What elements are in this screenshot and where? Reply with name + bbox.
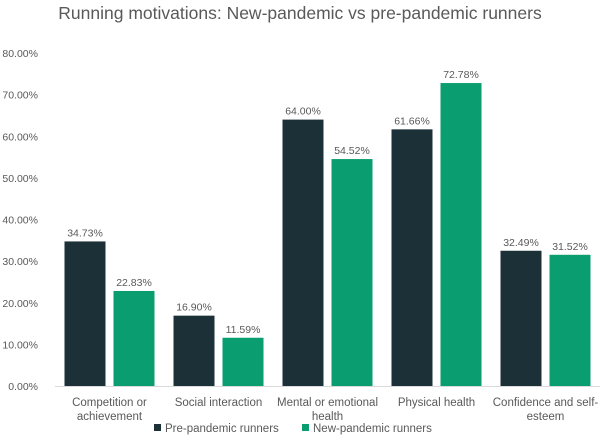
y-tick-label: 30.00%: [2, 256, 38, 268]
bar-pre-pandemic: [64, 241, 106, 386]
x-tick-label: Mental or emotional health: [277, 397, 378, 423]
bar-pre-pandemic: [173, 315, 215, 386]
y-tick-label: 60.00%: [2, 131, 38, 143]
bar-data-label: 22.83%: [116, 277, 152, 289]
bar-data-label: 34.73%: [67, 227, 103, 239]
x-tick-label: Confidence and self-esteem: [493, 397, 599, 423]
legend-swatch: [154, 424, 161, 431]
legend-label: New-pandemic runners: [313, 423, 432, 435]
bar-data-label: 54.52%: [334, 145, 370, 157]
y-tick-label: 50.00%: [2, 173, 38, 185]
bar-data-label: 16.90%: [176, 302, 212, 314]
bar-new-pandemic: [331, 159, 373, 386]
legend: Pre-pandemic runners New-pandemic runners: [154, 423, 432, 435]
y-tick-label: 70.00%: [2, 90, 38, 102]
legend-swatch: [302, 424, 309, 431]
y-tick-label: 80.00%: [2, 48, 38, 60]
y-tick-label: 20.00%: [2, 298, 38, 310]
x-tick-label: Physical health: [398, 397, 475, 409]
bar-new-pandemic: [222, 337, 264, 386]
bar-data-label: 61.66%: [394, 115, 430, 127]
bar-data-label: 11.59%: [226, 324, 261, 336]
bar-new-pandemic: [549, 254, 591, 386]
y-tick-label: 10.00%: [2, 339, 38, 351]
y-tick-label: 40.00%: [2, 215, 38, 227]
bar-data-label: 31.52%: [552, 241, 588, 253]
bar-data-label: 72.78%: [443, 69, 479, 81]
bar-data-label: 32.49%: [503, 237, 539, 249]
bar-pre-pandemic: [500, 250, 542, 386]
bar-data-label: 64.00%: [285, 106, 321, 118]
data-labels-group: 34.73% 22.83% 16.90% 11.59% 64.00% 54.52% 61.6…: [67, 69, 588, 336]
bar-pre-pandemic: [282, 119, 324, 386]
bar-new-pandemic: [113, 290, 155, 386]
x-tick-label: Competition or achievement: [72, 397, 147, 423]
bars-group: [64, 83, 591, 386]
chart-title: Running motivations: New-pandemic vs pre…: [58, 3, 542, 23]
legend-label: Pre-pandemic runners: [165, 423, 279, 435]
x-axis-tick-labels: Competition or achievement Social interact…: [72, 397, 598, 423]
y-axis-tick-labels: 0.00% 10.00% 20.00% 30.00% 40.00% 50.00% 60.00…: [2, 48, 38, 393]
bar-pre-pandemic: [391, 129, 433, 386]
x-tick-label: Social interaction: [175, 397, 263, 409]
y-tick-label: 0.00%: [8, 381, 38, 393]
bar-new-pandemic: [440, 83, 482, 386]
